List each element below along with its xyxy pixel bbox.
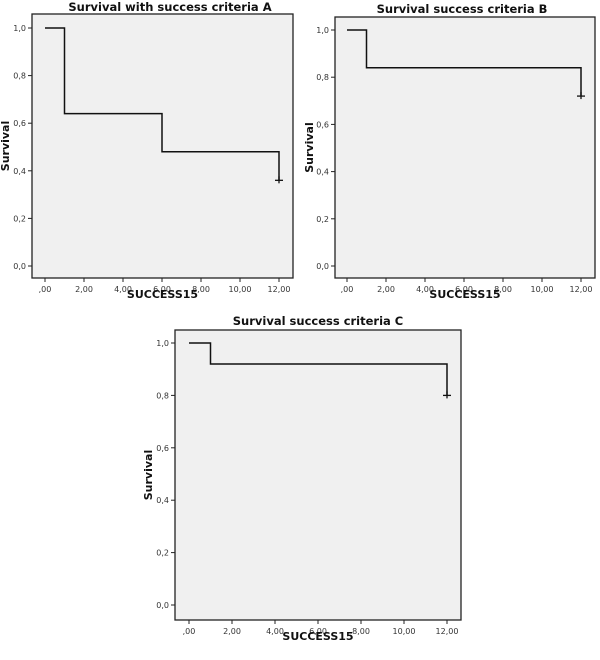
chart-survival-c: Survival success criteria C 0,0 0,2 0,4 0,6 0… [142,314,462,643]
x-tick-label: 6,00 [153,285,171,294]
y-tick-label: 0,2 [13,214,26,223]
x-tick-label: 12,00 [268,285,291,294]
x-tick-label: 6,00 [455,285,473,294]
survival-step-line [45,27,280,181]
x-tick-label: 12,00 [436,627,459,636]
x-tick-label: 8,00 [352,627,370,636]
y-tick-label: 0,6 [13,119,26,128]
chart-survival-b: Survival success criteria B 0,0 0,2 0,4 0,6 0… [303,2,596,301]
y-axis-label: Survival [142,450,155,500]
survival-step-line [347,29,582,97]
x-tick-label: 4,00 [416,285,434,294]
plot-area [334,16,596,279]
y-tick-label: 0,2 [156,549,169,558]
x-tick-label: 2,00 [75,285,93,294]
x-tick-label: ,00 [39,285,52,294]
chart-survival-a: Survival with success criteria A 0,0 0,2 0,… [0,0,294,301]
survival-step-line [189,342,448,396]
y-axis-label: Survival [303,122,316,172]
y-tick-label: 0,0 [316,262,329,271]
y-tick-label: 0,4 [316,168,329,177]
chart-title: Survival success criteria B [377,2,548,16]
y-tick-label: 1,0 [13,24,26,33]
y-tick-label: 0,4 [156,496,169,505]
chart-title: Survival success criteria C [233,314,403,328]
y-tick-label: 0,6 [316,120,329,129]
y-tick-label: 0,6 [156,444,169,453]
x-tick-label: 4,00 [114,285,132,294]
x-axis-label: SUCCESS15 [282,630,353,643]
y-tick-label: 0,0 [13,262,26,271]
x-tick-label: 12,00 [570,285,593,294]
x-tick-label: 2,00 [223,627,241,636]
x-tick-label: 10,00 [229,285,252,294]
x-tick-label: ,00 [183,627,196,636]
y-axis-label: Survival [0,121,12,171]
chart-title: Survival with success criteria A [68,0,271,14]
y-tick-label: 0,8 [316,73,329,82]
x-tick-label: 2,00 [377,285,395,294]
x-tick-label: 10,00 [531,285,554,294]
x-tick-label: 10,00 [393,627,416,636]
y-tick-label: 1,0 [156,339,169,348]
plot-area [174,329,462,621]
y-tick-label: 0,2 [316,215,329,224]
x-tick-label: ,00 [341,285,354,294]
x-axis-label: SUCCESS15 [429,288,500,301]
x-axis-label: SUCCESS15 [127,288,198,301]
x-tick-label: 6,00 [309,627,327,636]
y-tick-label: 0,8 [13,72,26,81]
x-tick-label: 8,00 [192,285,210,294]
x-tick-label: 4,00 [266,627,284,636]
y-tick-label: 0,0 [156,601,169,610]
y-tick-label: 0,4 [13,167,26,176]
y-tick-label: 1,0 [316,26,329,35]
y-tick-label: 0,8 [156,391,169,400]
x-tick-label: 8,00 [494,285,512,294]
